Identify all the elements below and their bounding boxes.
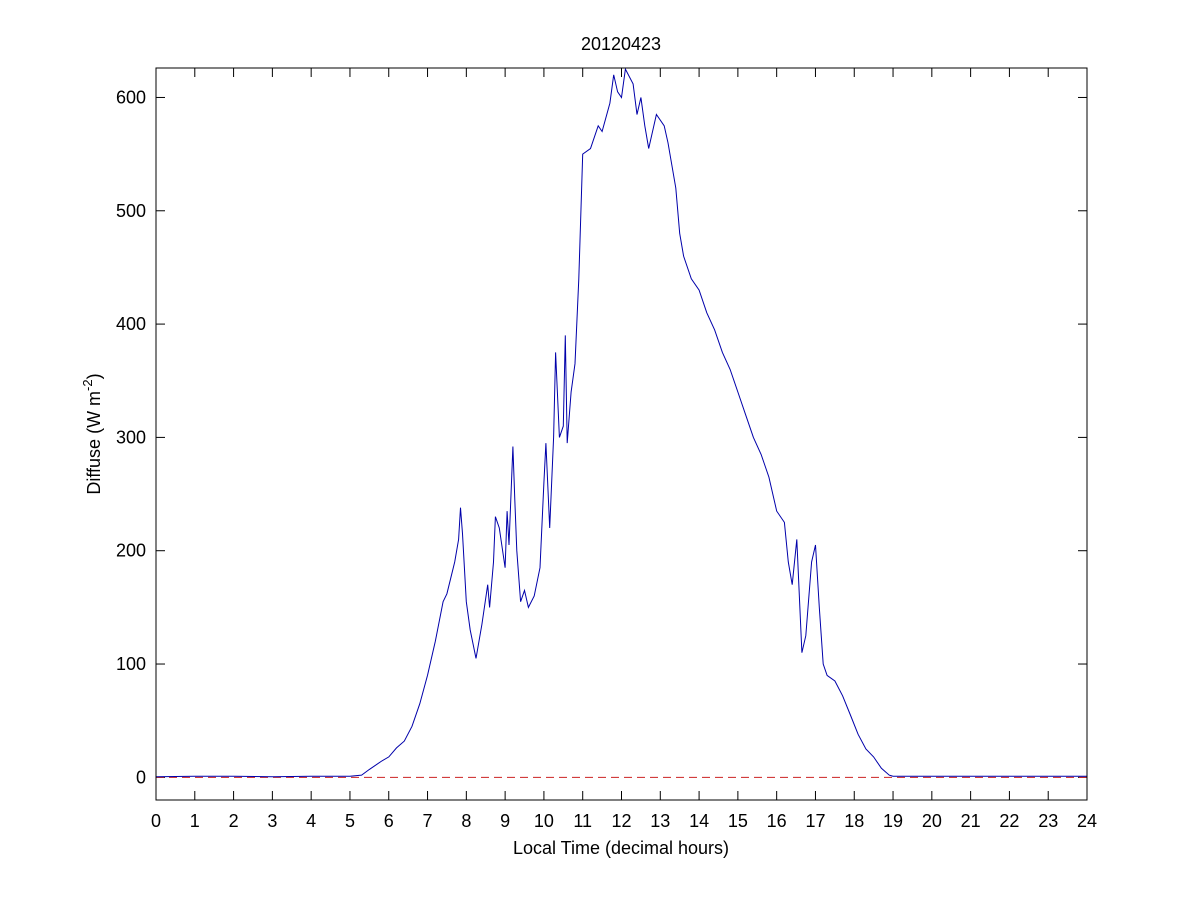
x-axis-label: Local Time (decimal hours) (513, 838, 729, 858)
x-tick-label: 3 (267, 811, 277, 831)
x-tick-label: 6 (384, 811, 394, 831)
chart-title: 20120423 (581, 34, 661, 54)
x-tick-label: 17 (805, 811, 825, 831)
x-tick-label: 10 (534, 811, 554, 831)
x-tick-label: 19 (883, 811, 903, 831)
x-tick-label: 4 (306, 811, 316, 831)
x-tick-label: 11 (573, 811, 592, 831)
x-tick-label: 0 (151, 811, 161, 831)
y-tick-label: 100 (116, 654, 146, 674)
x-tick-label: 24 (1077, 811, 1097, 831)
y-tick-label: 400 (116, 314, 146, 334)
x-tick-label: 13 (650, 811, 670, 831)
x-tick-label: 12 (611, 811, 631, 831)
data-line (155, 67, 1087, 778)
y-label-after: ) (84, 373, 104, 379)
x-tick-label: 14 (689, 811, 709, 831)
x-tick-label: 2 (229, 811, 239, 831)
y-tick-label: 0 (136, 767, 146, 787)
x-tick-label: 7 (423, 811, 433, 831)
x-tick-label: 9 (500, 811, 510, 831)
y-axis-label: Diffuse (W m-2) (80, 373, 104, 494)
x-tick-label: 1 (190, 811, 200, 831)
y-tick-label: 500 (116, 201, 146, 221)
y-label-sup: -2 (80, 379, 95, 391)
x-tick-label: 15 (728, 811, 748, 831)
x-tick-label: 5 (345, 811, 355, 831)
x-tick-label: 21 (961, 811, 981, 831)
x-tick-label: 8 (461, 811, 471, 831)
plot-frame (155, 67, 1088, 801)
x-tick-label: 16 (767, 811, 787, 831)
y-tick-label: 300 (116, 427, 146, 447)
x-tick-label: 18 (844, 811, 864, 831)
y-label-text: Diffuse (W m (84, 391, 104, 495)
y-tick-label: 200 (116, 541, 146, 561)
x-tick-label: 20 (922, 811, 942, 831)
y-tick-label: 600 (116, 87, 146, 107)
x-tick-label: 23 (1038, 811, 1058, 831)
x-tick-label: 22 (999, 811, 1019, 831)
